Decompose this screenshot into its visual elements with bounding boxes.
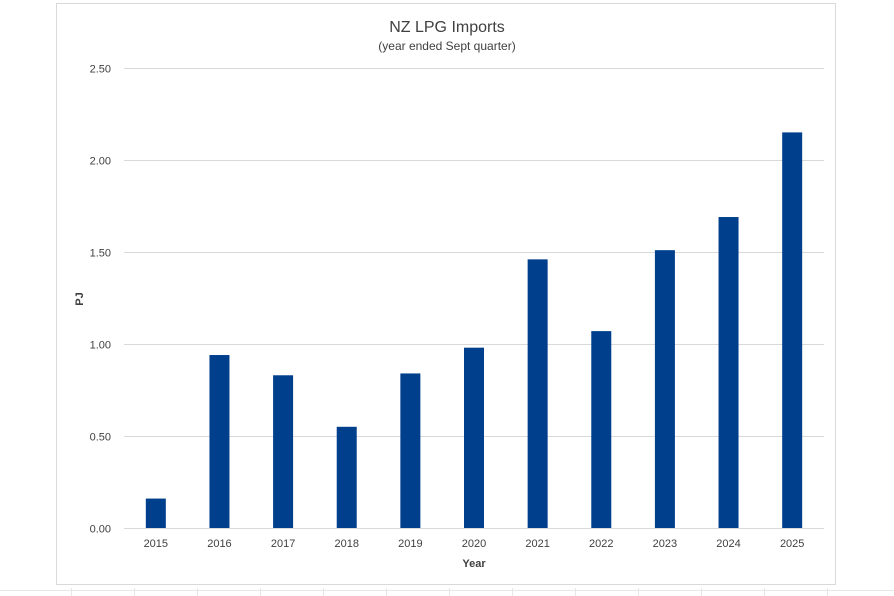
bar-2020 [464, 347, 484, 528]
chart-subtitle: (year ended Sept quarter) [378, 39, 515, 53]
x-tick-label: 2018 [334, 538, 358, 550]
y-tick-label: 0.50 [90, 432, 111, 444]
x-axis-label: Year [462, 558, 486, 570]
x-tick-label: 2021 [525, 538, 549, 550]
x-tick-label: 2016 [207, 538, 231, 550]
bar-2017 [273, 375, 294, 528]
bar-2024 [718, 217, 739, 529]
y-tick-label: 2.50 [90, 64, 111, 76]
x-tick-label: 2025 [780, 538, 804, 550]
bar-2025 [782, 132, 803, 528]
x-tick-label: 2020 [462, 538, 486, 550]
x-tick-label: 2022 [589, 538, 613, 550]
chart-title: NZ LPG Imports [389, 19, 505, 36]
y-tick-label: 2.00 [90, 156, 111, 168]
bar-2015 [145, 498, 166, 528]
chart-area[interactable]: NZ LPG Imports (year ended Sept quarter)… [56, 3, 836, 585]
bar-chart: NZ LPG Imports (year ended Sept quarter)… [74, 19, 824, 570]
y-tick-label: 0.00 [90, 524, 111, 536]
x-tick-label: 2015 [144, 538, 168, 550]
bar-2016 [209, 355, 230, 528]
bar-2023 [654, 250, 675, 528]
bar-2018 [336, 426, 357, 528]
bar-2022 [591, 331, 612, 528]
x-tick-label: 2019 [398, 538, 422, 550]
bar-2021 [527, 259, 548, 528]
x-axis-ticks: 2015 2016 2017 2018 2019 2020 2021 2022 2023 2024… [144, 538, 805, 550]
bars [145, 132, 803, 529]
x-tick-label: 2017 [271, 538, 295, 550]
y-axis-ticks: 0.00 0.50 1.00 1.50 2.00 2.50 [90, 64, 111, 536]
bar-2019 [400, 373, 421, 528]
x-tick-label: 2023 [653, 538, 677, 550]
y-tick-label: 1.00 [90, 340, 111, 352]
y-axis-label: PJ [74, 292, 86, 305]
y-tick-label: 1.50 [90, 248, 111, 260]
x-tick-label: 2024 [716, 538, 740, 550]
